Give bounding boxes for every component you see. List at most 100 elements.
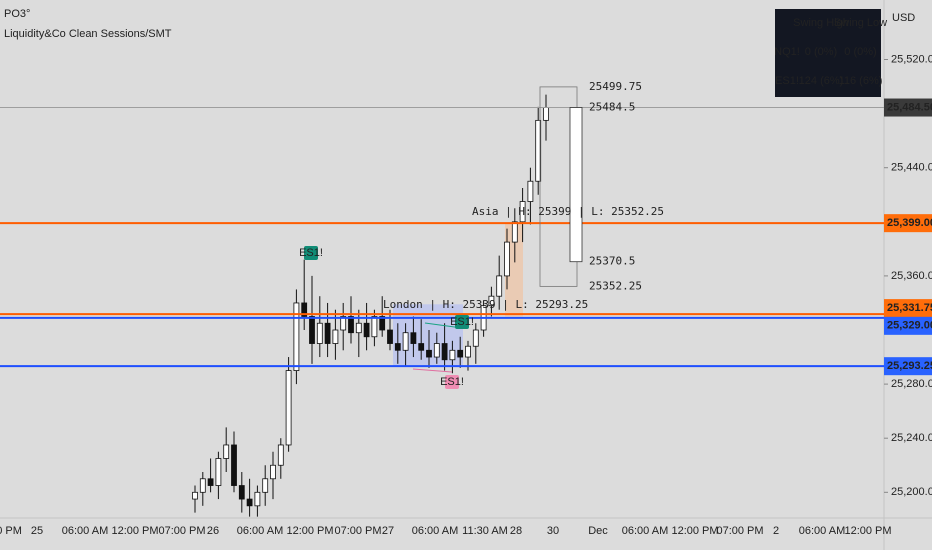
x-tick-label: 06:00 AM [237,525,283,537]
candle-body [285,370,292,446]
table-cell: 0 (0%) [844,46,876,58]
y-tick-label: 25,440.00 [891,162,932,174]
x-tick-label: 06:00 AM [799,525,845,537]
x-tick-label: 07:00 PM [716,525,763,537]
indicator-subtitle: Liquidity&Co Clean Sessions/SMT [4,28,172,40]
x-tick-label: 28 [510,525,522,537]
price-tag [884,214,932,233]
candle-body [277,444,284,466]
y-tick-label: 25,200.00 [891,486,932,498]
candle-body [543,107,549,121]
swing-marker-label: ES1! [450,316,474,328]
y-tick-label: 25,240.00 [891,432,932,444]
candle-body [535,119,542,182]
candle-body [223,444,230,459]
session-label: Asia | H: 25399 | L: 25352.25 [472,205,664,218]
table-header: Swing High [793,17,849,29]
candle-body [371,316,378,338]
indicator-title: PO3° [4,8,30,20]
range-label: 25499.75 [589,80,642,93]
x-tick-label: 12:00 PM [111,525,158,537]
table-cell: 124 (6%) [799,75,844,87]
session-label: London | H: 25339 | L: 25293.25 [383,298,588,311]
candle-body [394,343,401,351]
x-tick-label: 11:30 AM [462,525,508,537]
y-tick-label: 25,520.00 [891,53,932,65]
candle-body [504,241,510,277]
candle-body [441,343,448,361]
candle-body [231,444,237,486]
price-tag-label: 25,293.25 [887,360,932,372]
candle-body [270,464,276,480]
x-tick-label: 07:00 PM [158,525,205,537]
candle-body [519,201,526,223]
swing-marker [445,375,459,389]
x-tick-label: 12:00 PM [844,525,891,537]
candle-body [387,329,393,344]
swing-marker [455,315,469,329]
price-tag [884,316,932,335]
candle-body [340,316,347,331]
candle-body [262,478,269,493]
candle-body [246,498,253,507]
candle-body [199,478,206,493]
price-tag [884,98,932,117]
candle-body [472,329,479,347]
candle-body [426,349,432,358]
price-tag-label: 25,484.50 [887,101,932,113]
candle-body [309,316,315,344]
x-tick-label: 25 [31,525,43,537]
price-tag-label: 25,331.75 [887,302,932,314]
swing-marker [304,246,318,260]
x-tick-label: 12:00 PM [286,525,333,537]
table-cell: NQ1! [774,46,800,58]
candle-body [324,322,331,344]
x-tick-label: 12:00 PM [671,525,718,537]
table-cell: 0 (0%) [805,46,837,58]
candle-body [355,322,362,334]
x-tick-label: 06:00 AM [62,525,108,537]
table-cell: 116 (6%) [839,75,883,87]
candle-body [511,221,518,243]
candle-body [316,322,323,344]
y-tick-label: 25,280.00 [891,378,932,390]
y-tick-label: 25,360.00 [891,270,932,282]
x-tick-label: 27 [382,525,394,537]
x-tick-label: 00 PM [0,525,22,537]
candle-body [457,349,464,358]
table-header: Swing Low [834,17,887,29]
smt-line [412,368,453,373]
candle-body [449,349,456,361]
candle-body [379,316,386,331]
candle-body [527,180,534,202]
x-tick-label: 07:00 PM [334,525,381,537]
currency: USD [892,12,915,24]
candle-body [418,343,425,351]
candle-body [215,458,222,486]
table-cell: ES1! [775,75,799,87]
candle-body [238,485,245,500]
smt-table [775,9,881,97]
candle-body [496,275,503,297]
x-tick-label: Dec [588,525,608,537]
price-tag-label: 25,329.00 [887,320,932,332]
range-label: 25352.25 [589,279,642,292]
candle-body [465,345,471,358]
candle-body [348,316,354,334]
candle-body [254,491,261,507]
candle-body [410,332,417,344]
x-tick-label: 30 [547,525,559,537]
x-tick-label: 06:00 AM [412,525,458,537]
candle-body [402,332,409,351]
candle-body [207,478,214,486]
projected-candle [569,107,583,263]
candle-body [363,322,370,338]
range-label: 25370.5 [589,255,635,268]
candle-body [293,302,300,371]
candle-body [301,302,308,317]
swing-marker-label: ES1! [440,376,464,388]
x-tick-label: 2 [773,525,779,537]
candle-body [332,329,339,344]
candle-body [488,295,495,307]
